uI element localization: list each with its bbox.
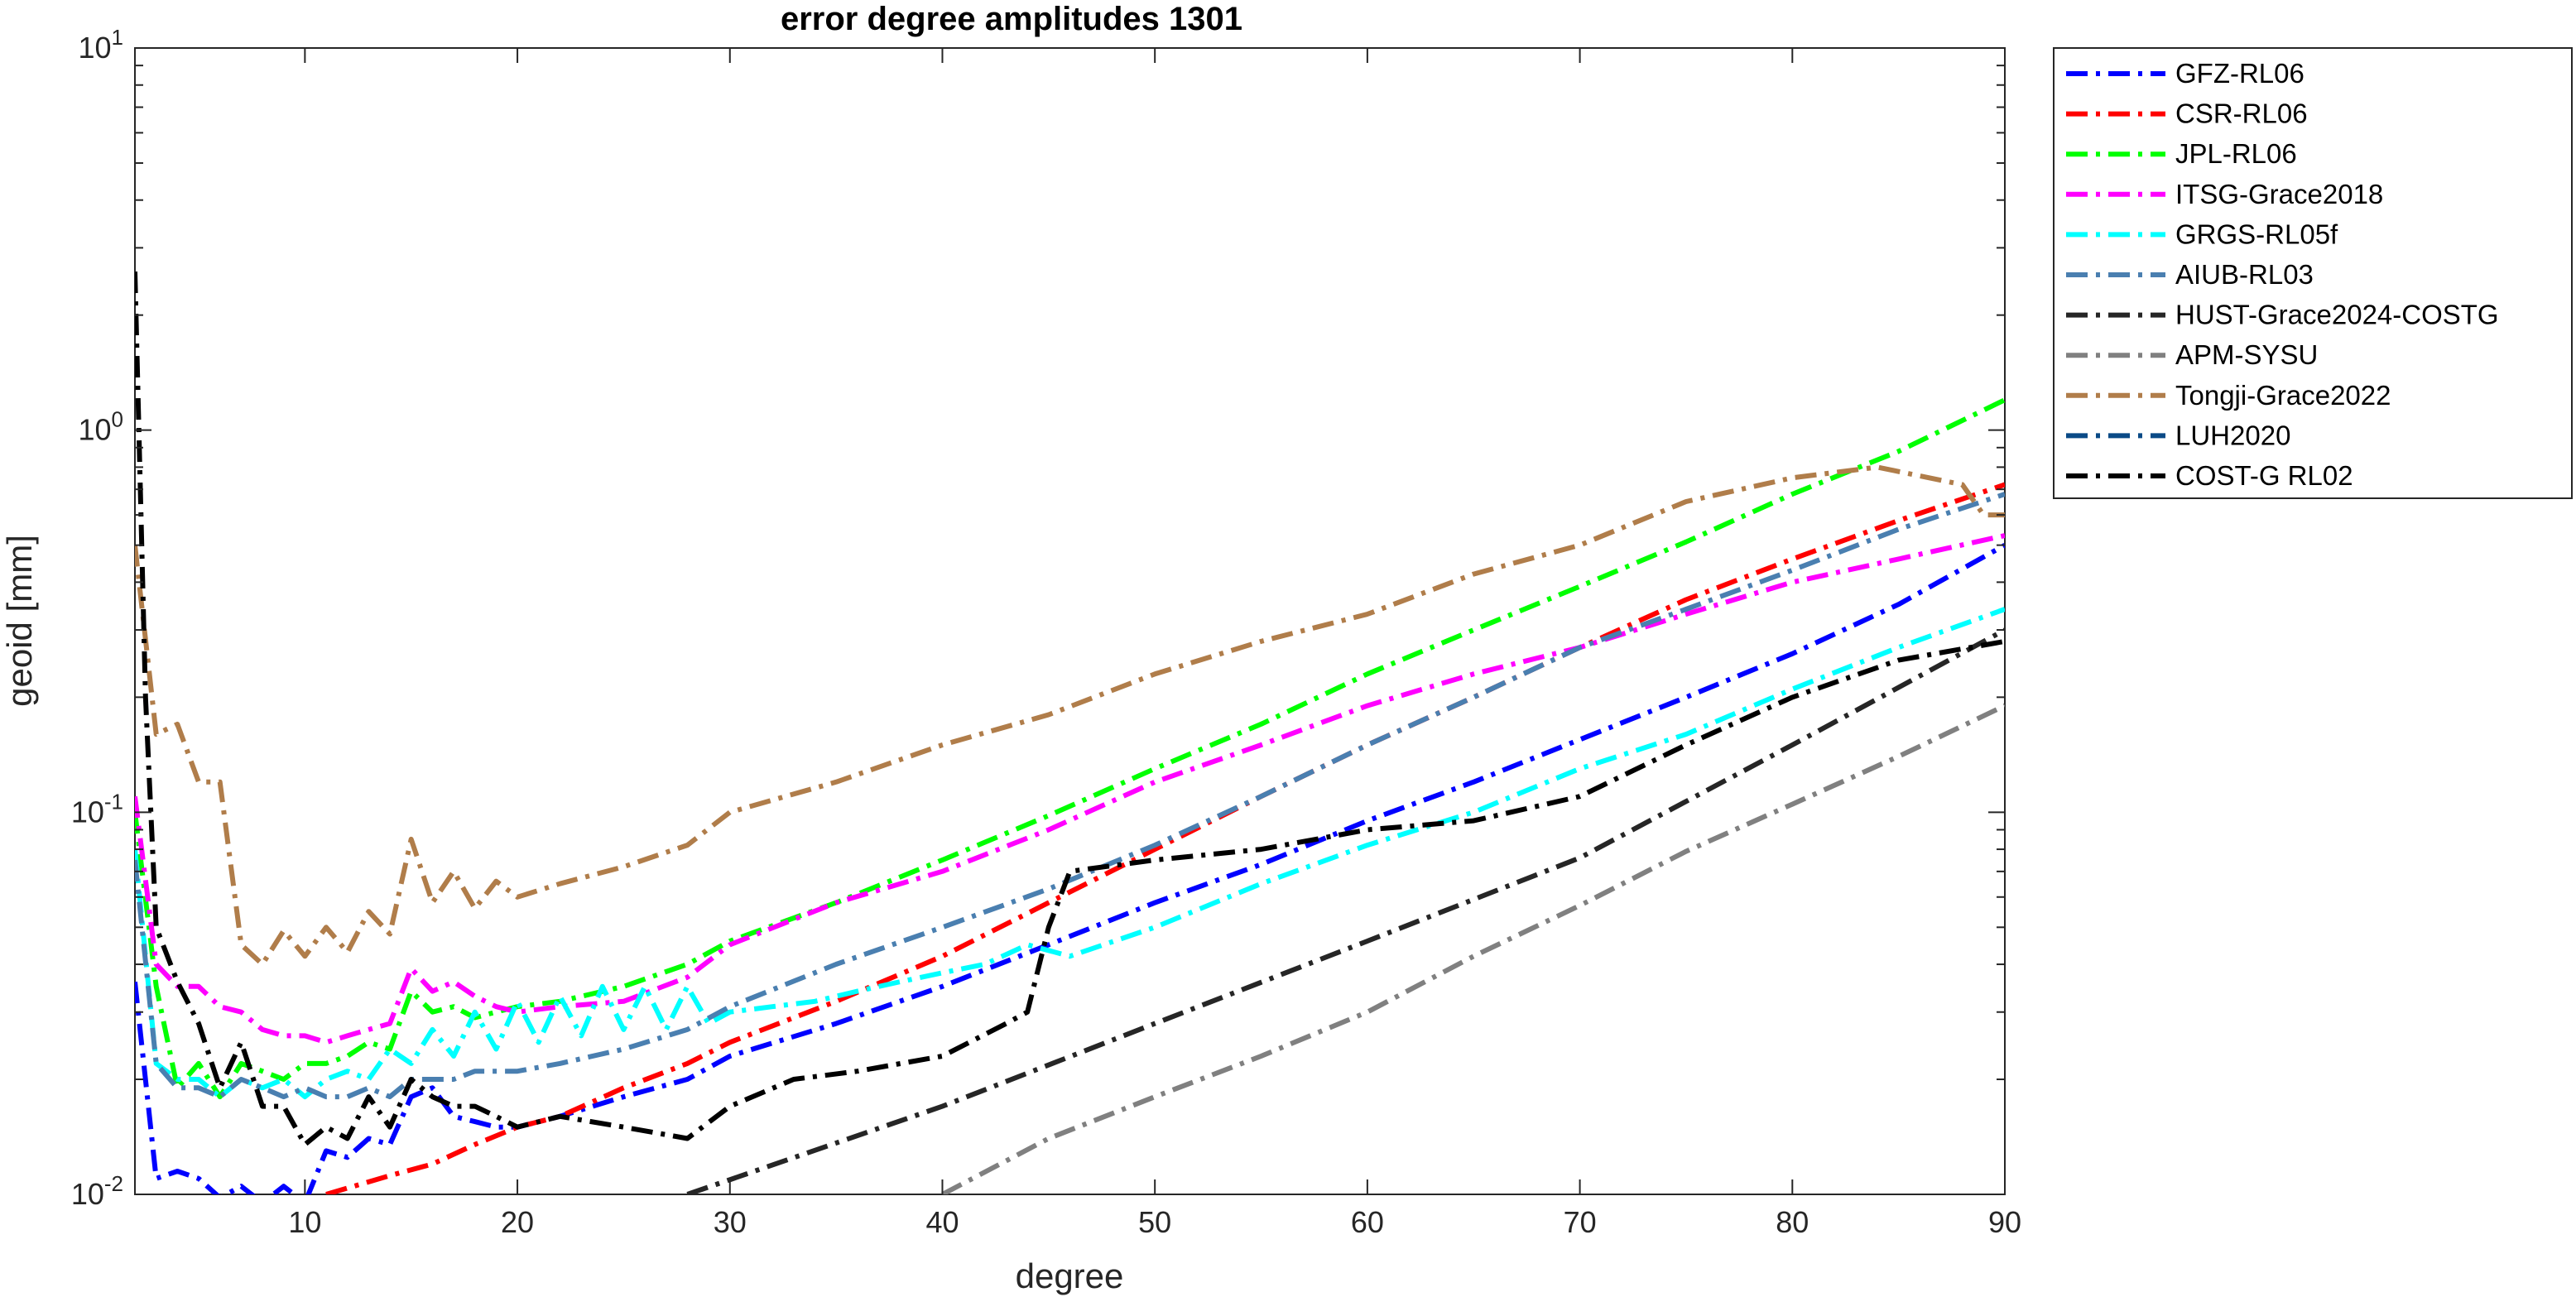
- y-tick-label: 10-2: [71, 1171, 123, 1211]
- legend-entry-label: Tongji-Grace2022: [2175, 380, 2391, 411]
- y-axis-label: geoid [mm]: [0, 535, 39, 707]
- x-axis-label: degree: [1016, 1256, 1124, 1295]
- series-line-8: [941, 703, 2005, 1194]
- x-tick-label: 30: [714, 1205, 747, 1239]
- series-line-6: [135, 492, 2005, 1100]
- y-tick-label: 101: [78, 25, 123, 65]
- series-line-3: [135, 397, 2005, 1100]
- legend-entry-label: LUH2020: [2175, 420, 2290, 450]
- chart-title: error degree amplitudes 1301: [781, 1, 1242, 37]
- series-lines: [135, 271, 2005, 1194]
- legend-entry-label: GFZ-RL06: [2175, 58, 2304, 89]
- x-tick-label: 20: [501, 1205, 534, 1239]
- x-tick-label: 70: [1564, 1205, 1597, 1239]
- x-tick-label: 80: [1776, 1205, 1809, 1239]
- y-tick-label: 100: [78, 407, 123, 447]
- series-line-11: [135, 271, 2005, 1147]
- legend-entry-label: HUST-Grace2024-COSTG: [2175, 300, 2499, 330]
- series-line-1: [135, 542, 2005, 1194]
- legend: GFZ-RL06 CSR-RL06 JPL-RL06 ITSG-Grace2018 GR…: [2053, 47, 2573, 499]
- series-line-7: [686, 627, 2005, 1194]
- x-tick-label: 40: [925, 1205, 959, 1239]
- legend-entry-label: APM-SYSU: [2175, 339, 2318, 370]
- series-line-5: [135, 607, 2005, 1100]
- x-tick-label: 10: [288, 1205, 321, 1239]
- x-tick-label: 90: [1988, 1205, 2021, 1239]
- legend-entry-label: COST-G RL02: [2175, 460, 2353, 491]
- series-line-9: [135, 464, 2005, 967]
- x-tick-label: 60: [1351, 1205, 1384, 1239]
- plot-area: [134, 47, 2006, 1195]
- x-tick-label: 50: [1138, 1205, 1171, 1239]
- y-tick-label: 10-1: [71, 789, 123, 829]
- series-line-4: [135, 533, 2005, 1045]
- series-line-2: [325, 482, 2005, 1194]
- legend-entry-label: GRGS-RL05f: [2175, 219, 2338, 249]
- legend-entry-label: AIUB-RL03: [2175, 259, 2314, 290]
- legend-entry-label: ITSG-Grace2018: [2175, 179, 2383, 209]
- legend-entry-label: JPL-RL06: [2175, 138, 2297, 169]
- axis-ticks: 10 20 30 40 50 60 70 80 90 10-2 10-1 100 101: [71, 25, 2021, 1239]
- legend-entry-label: CSR-RL06: [2175, 98, 2308, 129]
